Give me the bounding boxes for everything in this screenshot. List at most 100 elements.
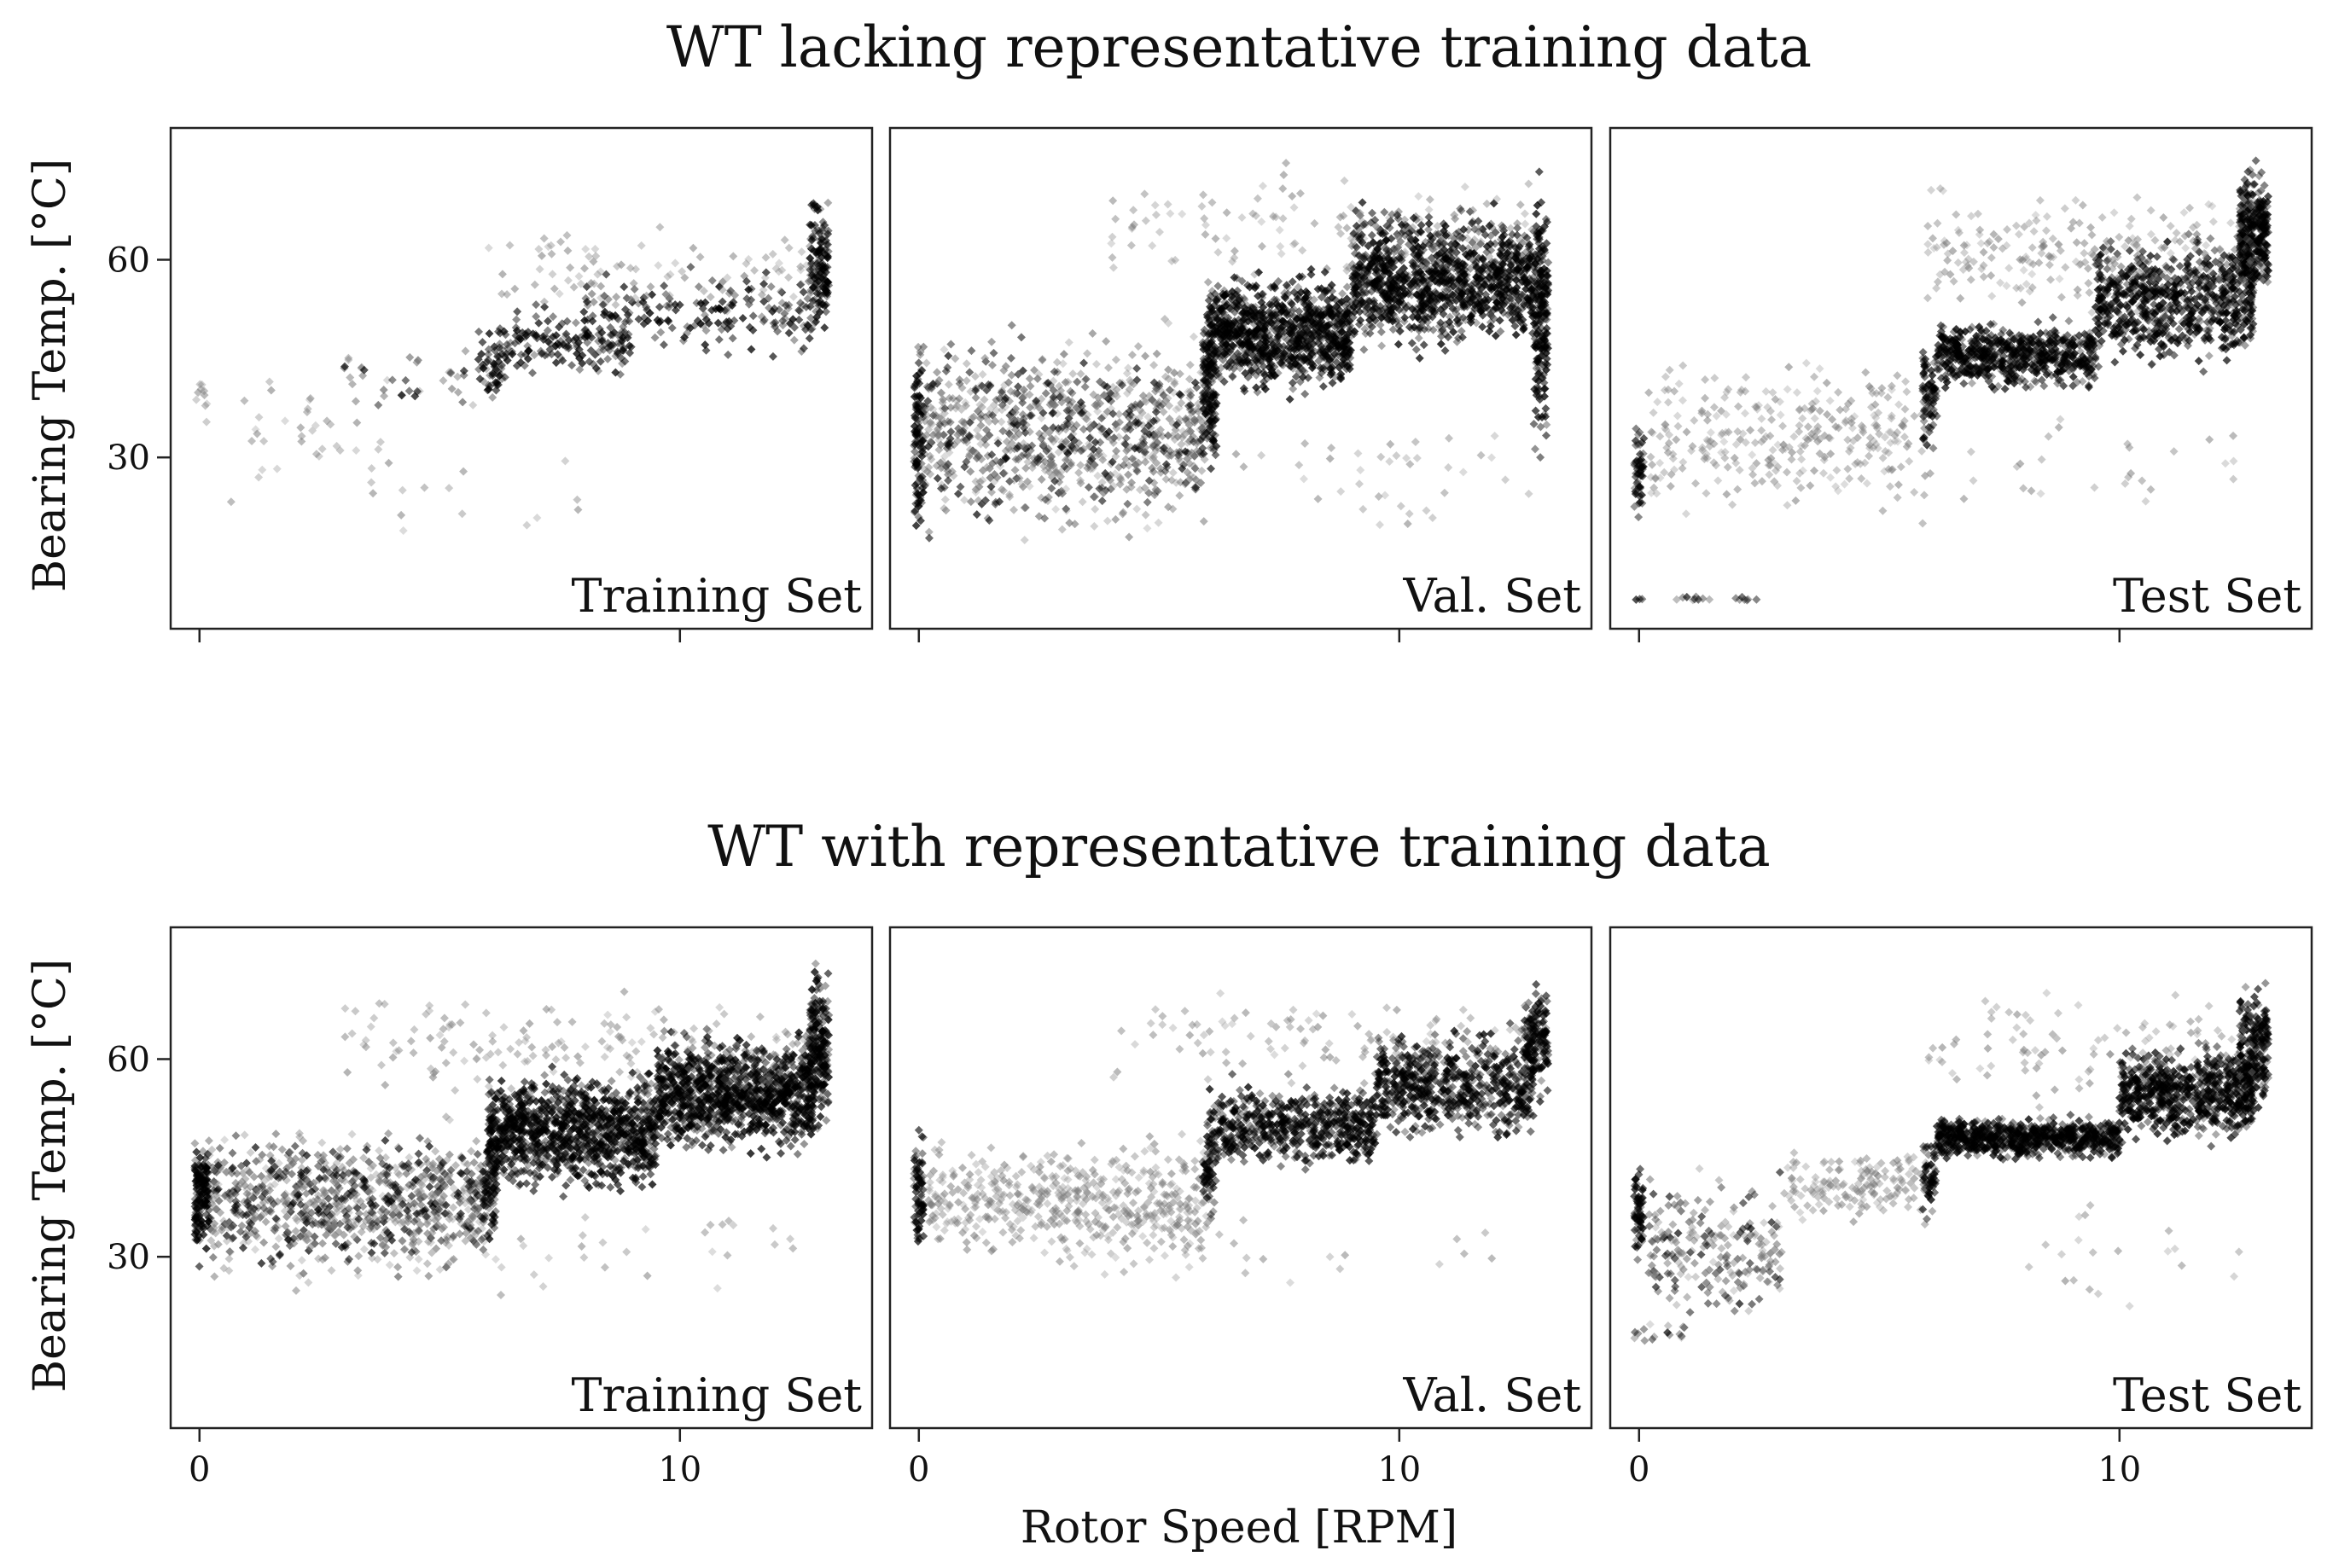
scatter-point	[382, 375, 392, 385]
scatter-point	[1365, 328, 1375, 338]
scatter-point	[1072, 444, 1081, 453]
scatter-point	[1349, 229, 1358, 238]
scatter-point	[1491, 228, 1500, 237]
scatter-point	[1457, 284, 1466, 293]
scatter-point	[475, 375, 485, 384]
scatter-point	[1306, 264, 1316, 274]
scatter-point	[1540, 384, 1550, 393]
scatter-point	[911, 521, 921, 531]
scatter-point	[1769, 458, 1778, 467]
scatter-point	[611, 300, 620, 310]
scatter-point	[1405, 509, 1414, 519]
scatter-point	[1406, 235, 1416, 245]
scatter-point	[1207, 336, 1217, 346]
scatter-point	[788, 315, 798, 324]
scatter-point	[1539, 343, 1549, 352]
scatter-point	[1460, 182, 1469, 191]
scatter-point	[1027, 463, 1037, 473]
scatter-point	[789, 335, 799, 345]
scatter-point	[823, 198, 833, 207]
scatter-point	[1141, 457, 1150, 467]
scatter-point	[314, 451, 323, 461]
scatter-point	[503, 290, 512, 299]
scatter-point	[2005, 328, 2015, 338]
scatter-point	[1452, 290, 1461, 299]
scatter-point	[1055, 381, 1064, 391]
scatter-point	[1108, 263, 1118, 272]
scatter-point	[1733, 427, 1742, 436]
scatter-point	[1635, 450, 1644, 459]
scatter-point	[399, 526, 408, 536]
scatter-point	[558, 356, 567, 365]
scatter-point	[1459, 224, 1469, 234]
scatter-point	[671, 258, 680, 268]
scatter-point	[1636, 467, 1645, 476]
scatter-point	[945, 417, 955, 427]
scatter-point	[1213, 247, 1223, 257]
scatter-point	[1140, 427, 1149, 436]
scatter-point	[1534, 250, 1544, 259]
scatter-point	[1392, 451, 1401, 461]
scatter-point	[1061, 456, 1070, 465]
scatter-point	[1068, 424, 1078, 433]
scatter-point	[1013, 444, 1022, 453]
scatter-point	[1090, 521, 1099, 531]
scatter-point	[1215, 293, 1225, 302]
scatter-point	[671, 305, 680, 315]
scatter-point	[1439, 255, 1448, 264]
scatter-point	[532, 513, 542, 522]
scatter-point	[1300, 296, 1309, 305]
scatter-point	[1298, 373, 1307, 382]
scatter-point	[1186, 391, 1196, 400]
scatter-point	[955, 375, 964, 385]
scatter-point	[1225, 325, 1235, 334]
scatter-point	[1439, 240, 1448, 249]
row-title-top: WT lacking representative training data	[666, 15, 1812, 80]
scatter-point	[1257, 217, 1266, 226]
scatter-point	[1300, 389, 1310, 398]
scatter-point	[965, 444, 975, 454]
scatter-point	[921, 406, 930, 415]
scatter-point	[1540, 247, 1550, 257]
scatter-point	[1243, 281, 1253, 290]
scatter-point	[1896, 462, 1905, 472]
scatter-point	[1166, 450, 1176, 460]
scatter-point	[482, 357, 492, 367]
scatter-point	[1392, 272, 1401, 282]
scatter-point	[1027, 411, 1036, 421]
scatter-point	[1871, 439, 1881, 449]
scatter-point	[1365, 320, 1375, 329]
scatter-point	[759, 285, 768, 294]
scatter-point	[1177, 398, 1186, 408]
scatter-point	[1155, 227, 1164, 236]
scatter-point	[1072, 421, 1081, 430]
scatter-point	[1151, 485, 1161, 494]
scatter-point	[796, 280, 806, 289]
scatter-point	[1149, 442, 1158, 451]
scatter-point	[1076, 398, 1085, 407]
scatter-point	[1078, 409, 1087, 418]
scatter-point	[629, 279, 638, 288]
scatter-point	[1189, 462, 1198, 471]
scatter-point	[1103, 432, 1112, 441]
scatter-point	[1416, 227, 1425, 236]
scatter-point	[1120, 440, 1130, 450]
scatter-point	[1404, 240, 1413, 249]
scatter-point	[1203, 403, 1213, 412]
scatter-point	[1542, 311, 1551, 320]
scatter-point	[1336, 487, 1346, 497]
scatter-point	[1511, 301, 1521, 311]
scatter-point	[594, 329, 603, 339]
scatter-point	[985, 431, 994, 440]
scatter-point	[1280, 288, 1289, 298]
scatter-point	[1403, 519, 1412, 528]
scatter-point	[1521, 219, 1530, 229]
scatter-point	[387, 375, 397, 385]
scatter-point	[1697, 406, 1707, 415]
scatter-point	[1506, 261, 1516, 270]
scatter-point	[1254, 324, 1263, 334]
scatter-point	[1778, 421, 1788, 431]
scatter-point	[1741, 386, 1750, 396]
scatter-point	[975, 400, 985, 409]
scatter-point	[1523, 263, 1533, 272]
